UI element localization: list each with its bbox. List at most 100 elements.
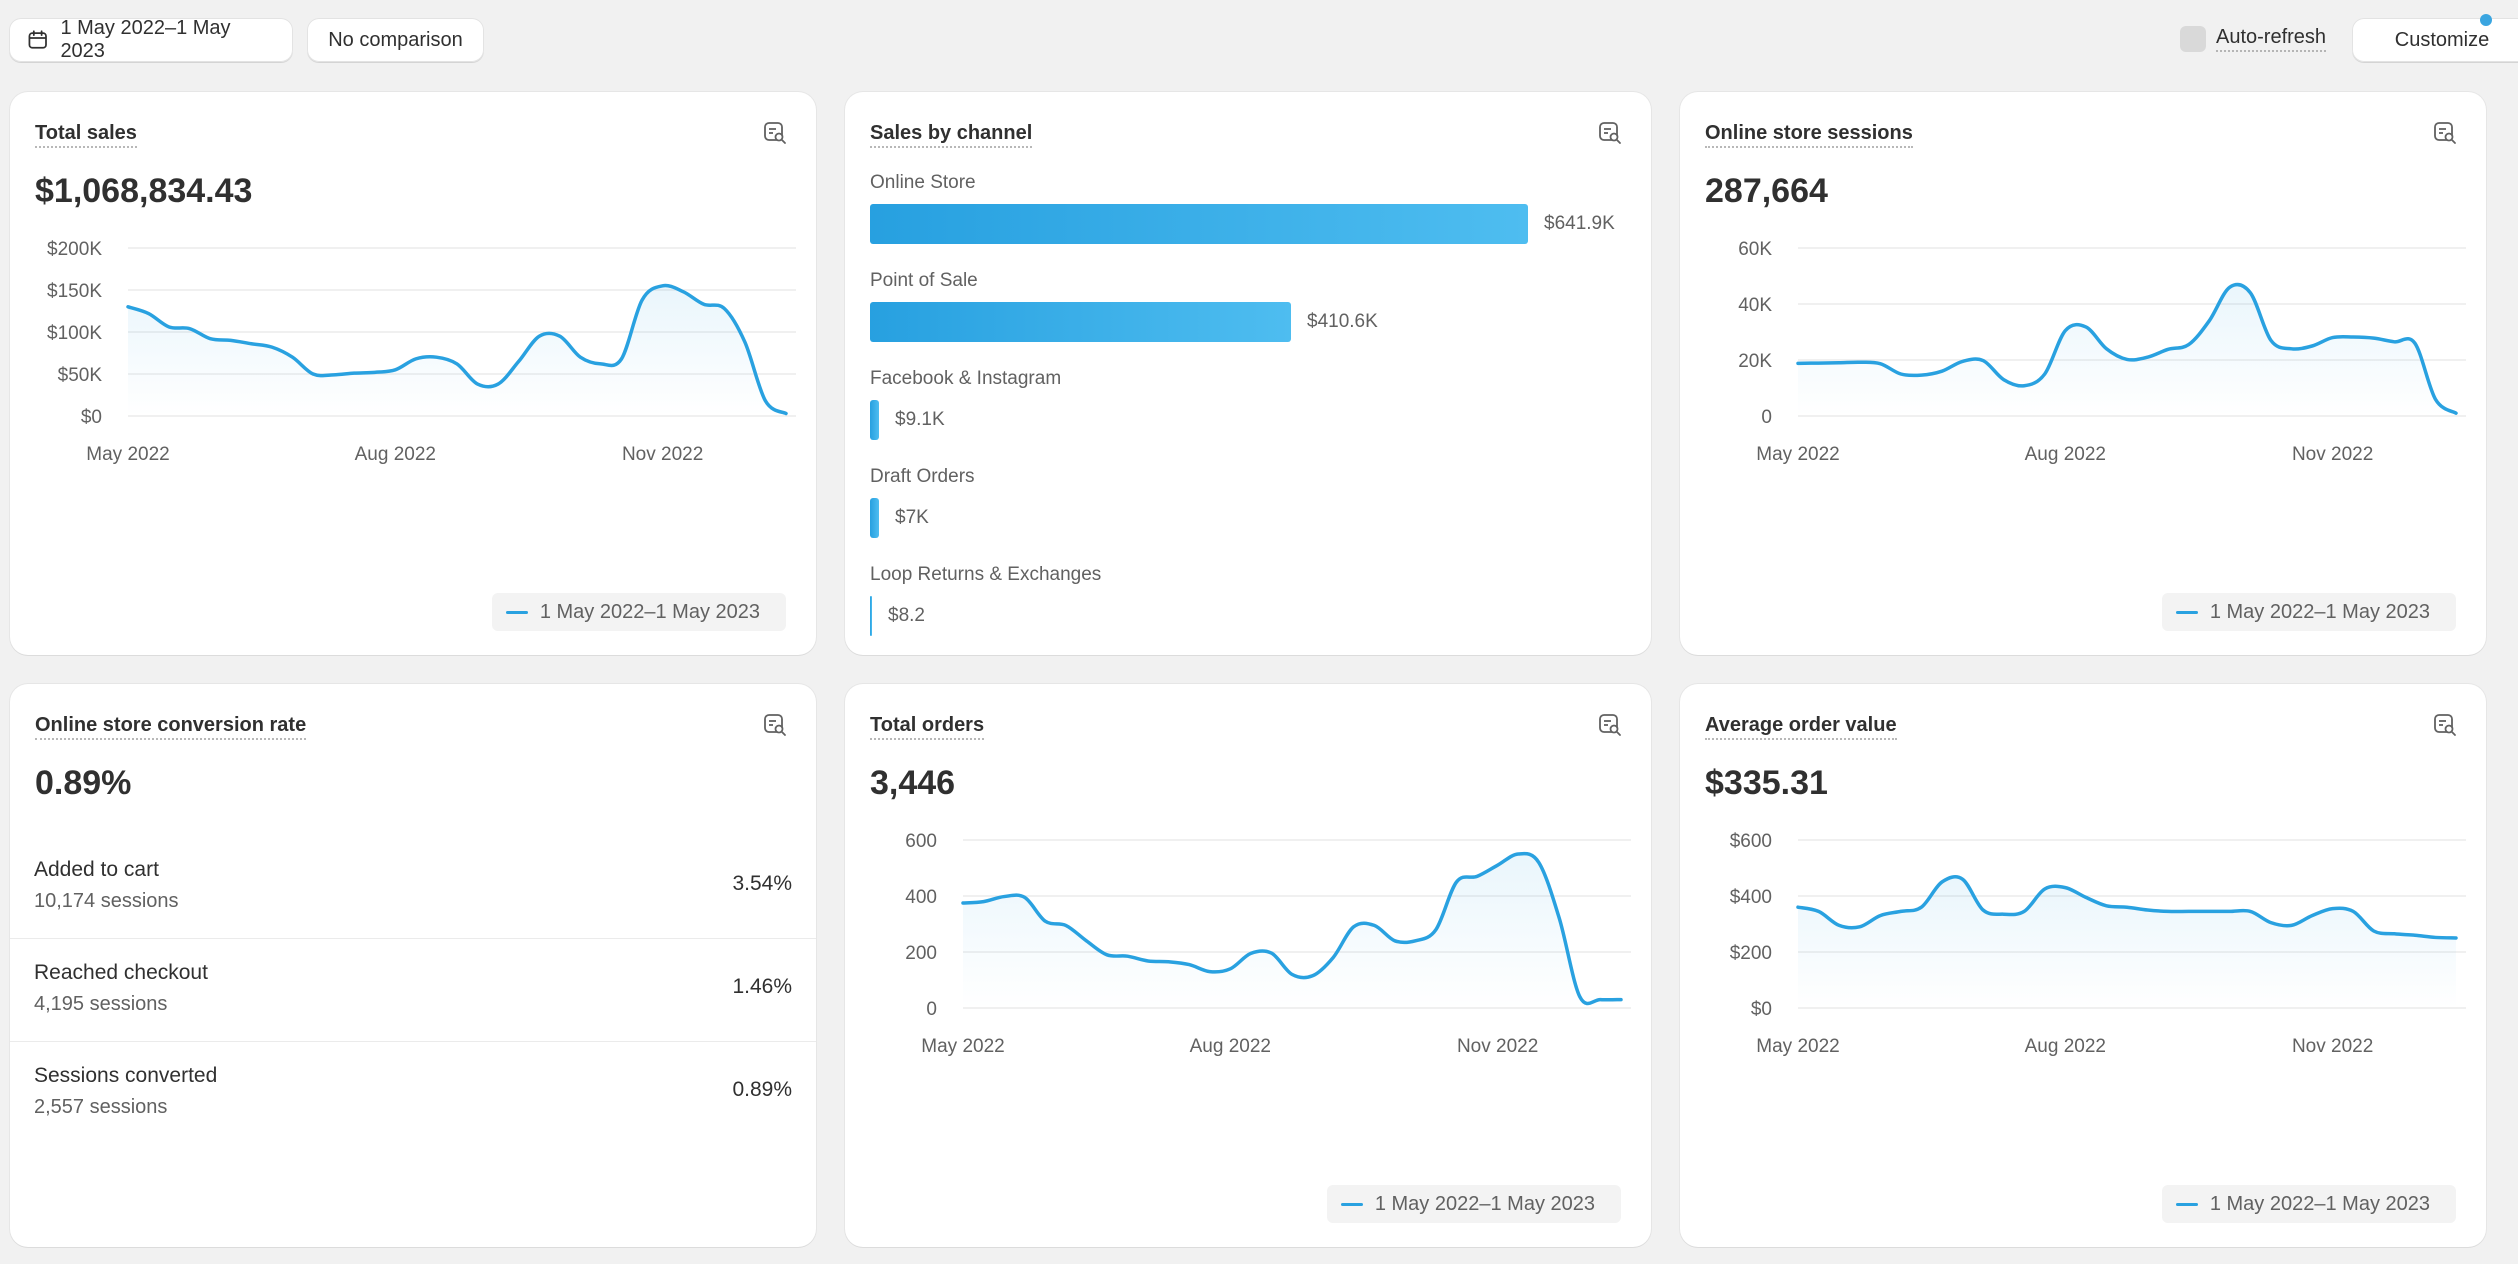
average-order-value-title[interactable]: Average order value: [1705, 714, 1897, 740]
funnel-row-sessions-converted: Sessions converted 2,557 sessions 0.89%: [10, 1042, 816, 1145]
series-line: [126, 283, 788, 416]
auto-refresh-label: Auto-refresh: [2216, 26, 2327, 52]
x-tick-label: Aug 2022: [1190, 1036, 1271, 1057]
channel-row: Loop Returns & Exchanges $8.2: [870, 564, 1630, 636]
channel-bar[interactable]: [870, 400, 879, 440]
customize-label: Customize: [2394, 28, 2490, 51]
total-sales-value: $1,068,834.43: [35, 172, 253, 210]
explore-report-icon[interactable]: [2432, 120, 2458, 146]
auto-refresh-toggle[interactable]: Auto-refresh: [2180, 26, 2327, 52]
conversion-rate-card: Online store conversion rate 0.89% Added…: [10, 684, 816, 1247]
total-sales-chart: $200K $150K $100K $50K $0 May 2022 Aug 2022 Nov…: [47, 239, 796, 465]
explore-report-icon[interactable]: [1597, 712, 1623, 738]
y-tick-label: 40K: [1738, 295, 1772, 316]
channel-bar-row: $641.9K: [870, 204, 1630, 244]
funnel-step-rate: 1.46%: [732, 975, 792, 998]
y-tick-label: $0: [1751, 999, 1772, 1020]
legend-label: 1 May 2022–1 May 2023: [2209, 600, 2430, 623]
date-range-label: 1 May 2022–1 May 2023: [60, 17, 231, 62]
channel-bar-row: $7K: [870, 498, 1630, 538]
y-tick-label: 200: [905, 943, 937, 964]
explore-report-icon[interactable]: [1597, 120, 1623, 146]
average-order-value-value: $335.31: [1705, 764, 1828, 802]
channel-label: Draft Orders: [870, 466, 975, 487]
legend-line-icon: [505, 610, 528, 614]
channel-value: $641.9K: [1544, 213, 1615, 234]
top-toolbar: 1 May 2022–1 May 2023 No comparison Auto…: [0, 0, 2518, 80]
funnel-step-sessions: 10,174 sessions: [34, 890, 179, 912]
series-line: [1796, 282, 2458, 415]
x-tick-label: Nov 2022: [2292, 1036, 2373, 1057]
channel-value: $8.2: [888, 605, 925, 626]
series-line: [1796, 875, 2458, 940]
chart-legend[interactable]: 1 May 2022–1 May 2023: [491, 593, 786, 631]
y-tick-label: $0: [81, 407, 102, 428]
y-tick-label: 0: [1761, 407, 1772, 428]
channel-bar[interactable]: [870, 204, 1528, 244]
x-tick-label: May 2022: [1756, 444, 1839, 465]
explore-report-icon[interactable]: [2432, 712, 2458, 738]
online-store-sessions-value: 287,664: [1705, 172, 1828, 210]
channel-value: $9.1K: [895, 409, 945, 430]
y-tick-label: 600: [905, 831, 937, 852]
funnel-step-name: Added to cart: [34, 858, 159, 881]
channel-bar[interactable]: [870, 498, 879, 538]
total-sales-title[interactable]: Total sales: [35, 122, 137, 148]
legend-label: 1 May 2022–1 May 2023: [539, 600, 760, 623]
y-tick-label: $200: [1730, 943, 1772, 964]
conversion-rate-title[interactable]: Online store conversion rate: [35, 714, 307, 740]
comparison-label: No comparison: [328, 28, 463, 51]
customize-button[interactable]: Customize: [2352, 18, 2518, 62]
y-tick-label: $100K: [47, 323, 102, 344]
online-store-sessions-title[interactable]: Online store sessions: [1705, 122, 1913, 148]
conversion-rate-value: 0.89%: [35, 764, 132, 802]
x-tick-label: Nov 2022: [622, 444, 703, 465]
x-tick-label: Nov 2022: [2292, 444, 2373, 465]
x-tick-label: May 2022: [921, 1036, 1004, 1057]
comparison-button[interactable]: No comparison: [307, 18, 484, 62]
funnel-step-sessions: 2,557 sessions: [34, 1096, 168, 1118]
series-area: [1798, 876, 2456, 1008]
legend-label: 1 May 2022–1 May 2023: [2209, 1192, 2430, 1215]
y-tick-label: 20K: [1738, 351, 1772, 372]
funnel-step-sessions: 4,195 sessions: [34, 993, 168, 1015]
average-order-value-card: Average order value $335.31 $600 $400 $200…: [1680, 684, 2486, 1247]
total-orders-title[interactable]: Total orders: [870, 714, 985, 740]
funnel-row-added-to-cart: Added to cart 10,174 sessions 3.54%: [10, 836, 816, 939]
date-range-button[interactable]: 1 May 2022–1 May 2023: [9, 17, 293, 62]
chart-legend[interactable]: 1 May 2022–1 May 2023: [2161, 593, 2456, 631]
funnel-step-name: Sessions converted: [34, 1064, 218, 1087]
legend-line-icon: [2175, 610, 2198, 614]
channel-label: Online Store: [870, 172, 976, 193]
notification-dot: [2480, 14, 2492, 26]
explore-report-icon[interactable]: [762, 120, 788, 146]
online-store-sessions-card: Online store sessions 287,664 60K 40K 20K 0…: [1680, 92, 2486, 655]
x-tick-label: Aug 2022: [2025, 1036, 2106, 1057]
series-line: [961, 851, 1623, 1006]
explore-report-icon[interactable]: [762, 712, 788, 738]
chart-legend[interactable]: 1 May 2022–1 May 2023: [2161, 1185, 2456, 1223]
channel-label: Point of Sale: [870, 270, 978, 291]
channel-label: Loop Returns & Exchanges: [870, 564, 1102, 585]
y-tick-label: $200K: [47, 239, 102, 260]
channel-bar[interactable]: [870, 596, 872, 636]
funnel-step-rate: 3.54%: [732, 872, 792, 895]
legend-line-icon: [1340, 1202, 1363, 1206]
calendar-icon: [28, 30, 47, 49]
x-tick-label: May 2022: [1756, 1036, 1839, 1057]
x-tick-label: Aug 2022: [355, 444, 436, 465]
series-area: [128, 285, 786, 416]
chart-legend[interactable]: 1 May 2022–1 May 2023: [1326, 1185, 1621, 1223]
channel-bar[interactable]: [870, 302, 1291, 342]
channel-value: $7K: [895, 507, 929, 528]
channel-row: Draft Orders $7K: [870, 466, 1630, 538]
auto-refresh-checkbox[interactable]: [2180, 26, 2206, 52]
y-tick-label: $50K: [58, 365, 103, 386]
channel-row: Facebook & Instagram $9.1K: [870, 368, 1630, 440]
y-tick-label: 400: [905, 887, 937, 908]
channel-row: Online Store $641.9K: [870, 172, 1630, 244]
sales-by-channel-title[interactable]: Sales by channel: [870, 122, 1033, 148]
